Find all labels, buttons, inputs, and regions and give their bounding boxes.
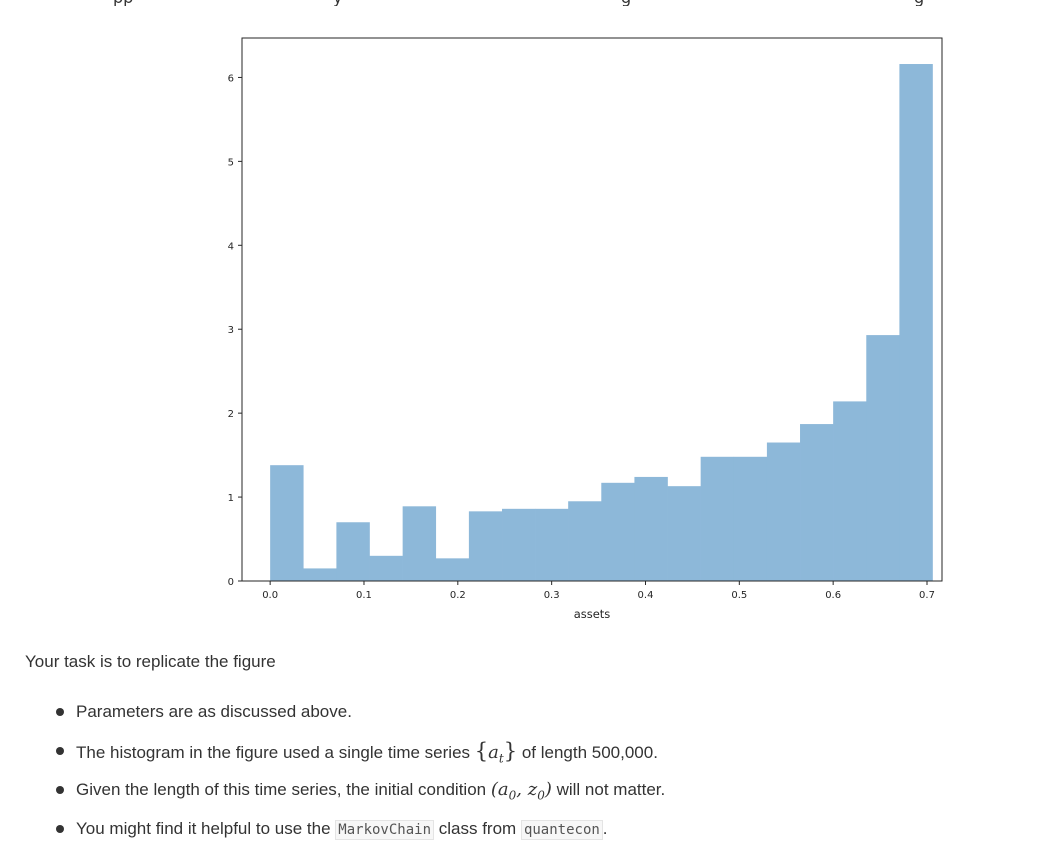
plot-frame — [241, 37, 943, 582]
histogram-bar — [800, 424, 834, 581]
histogram-bar — [502, 508, 536, 581]
histogram-bar — [435, 558, 470, 581]
math-brace: } — [503, 739, 518, 763]
list-item: The histogram in the figure used a singl… — [56, 737, 665, 776]
list-item: Given the length of this time series, th… — [56, 776, 665, 815]
clipped-text-fragment: g — [914, 0, 924, 6]
histogram-bar — [667, 486, 701, 581]
math-brace: { — [474, 739, 489, 763]
y-tick-label: 2 — [228, 409, 234, 420]
bullet-text: Given the length of this time series, th… — [76, 780, 487, 799]
math-initial-condition: (a0, z0) — [490, 779, 552, 803]
bullet-icon — [56, 786, 64, 794]
x-axis-ticks: 0.0 0.1 0.2 0.3 0.4 0.5 0.6 0.7 — [262, 581, 935, 601]
math-var: a — [488, 742, 499, 763]
y-tick-label: 3 — [228, 325, 234, 336]
histogram-bar — [303, 568, 337, 581]
bullet-text: You might find it helpful to use the — [76, 819, 331, 838]
bullet-icon — [56, 708, 64, 716]
math-sub: t — [498, 751, 504, 766]
bullet-text: class from — [438, 819, 517, 838]
histogram-bar — [270, 465, 304, 581]
list-item: Parameters are as discussed above. — [56, 698, 665, 737]
list-item: You might find it helpful to use the Mar… — [56, 815, 665, 854]
x-tick-label: 0.2 — [450, 590, 466, 601]
x-tick-label: 0.1 — [356, 590, 372, 601]
x-tick-label: 0.5 — [731, 590, 747, 601]
clipped-text-fragment: g — [621, 0, 631, 6]
task-instruction: Your task is to replicate the figure — [25, 652, 276, 671]
y-tick-label: 6 — [228, 73, 234, 84]
math-series: {at} — [474, 739, 518, 766]
histogram-bar — [369, 555, 403, 581]
clipped-previous-text: pp y g g — [0, 0, 1062, 6]
histogram-bar — [866, 335, 900, 581]
bullet-text: The histogram in the figure used a singl… — [76, 743, 471, 762]
histogram-bar — [700, 456, 735, 581]
bullet-text: of length 500,000. — [521, 743, 658, 762]
x-tick-label: 0.6 — [825, 590, 841, 601]
assets-histogram-chart: 0.0 0.1 0.2 0.3 0.4 0.5 0.6 0.7 0 1 2 3 4 5 6 assets — [228, 37, 943, 621]
math-sub: 0 — [537, 788, 545, 803]
x-tick-label: 0.0 — [262, 590, 278, 601]
bullet-text: . — [602, 819, 608, 838]
math-part: , z — [516, 779, 538, 800]
x-tick-label: 0.3 — [544, 590, 560, 601]
bullet-text: will not matter. — [556, 780, 666, 799]
clipped-text-fragment: y — [333, 0, 342, 6]
y-axis-ticks: 0 1 2 3 4 5 6 — [228, 73, 242, 588]
x-tick-label: 0.7 — [919, 590, 935, 601]
y-tick-label: 4 — [228, 241, 234, 252]
histogram-bars — [270, 64, 933, 582]
y-tick-label: 5 — [228, 157, 234, 168]
histogram-bar — [336, 522, 370, 581]
y-tick-label: 1 — [228, 493, 234, 504]
bullet-icon — [56, 825, 64, 833]
histogram-bar — [899, 64, 933, 582]
histogram-bar — [535, 508, 569, 581]
x-axis-label: assets — [574, 607, 611, 621]
histogram-bar — [568, 501, 602, 581]
math-part: ) — [544, 779, 552, 800]
histogram-bar — [402, 506, 437, 581]
math-sub: 0 — [508, 788, 517, 803]
histogram-bar — [833, 401, 867, 581]
bullet-text: Parameters are as discussed above. — [76, 702, 352, 721]
code-markovchain: MarkovChain — [335, 820, 434, 840]
histogram-bar — [468, 511, 503, 581]
y-tick-label: 0 — [228, 577, 234, 588]
histogram-bar — [733, 456, 768, 581]
code-quantecon: quantecon — [520, 820, 603, 840]
clipped-text-fragment: pp — [113, 0, 133, 6]
histogram-bar — [601, 482, 635, 581]
bullet-icon — [56, 747, 64, 755]
histogram-bar — [634, 476, 668, 581]
histogram-bar — [766, 442, 801, 581]
task-bullet-list: Parameters are as discussed above. The h… — [56, 698, 665, 854]
math-part: (a — [490, 779, 509, 800]
x-tick-label: 0.4 — [638, 590, 654, 601]
